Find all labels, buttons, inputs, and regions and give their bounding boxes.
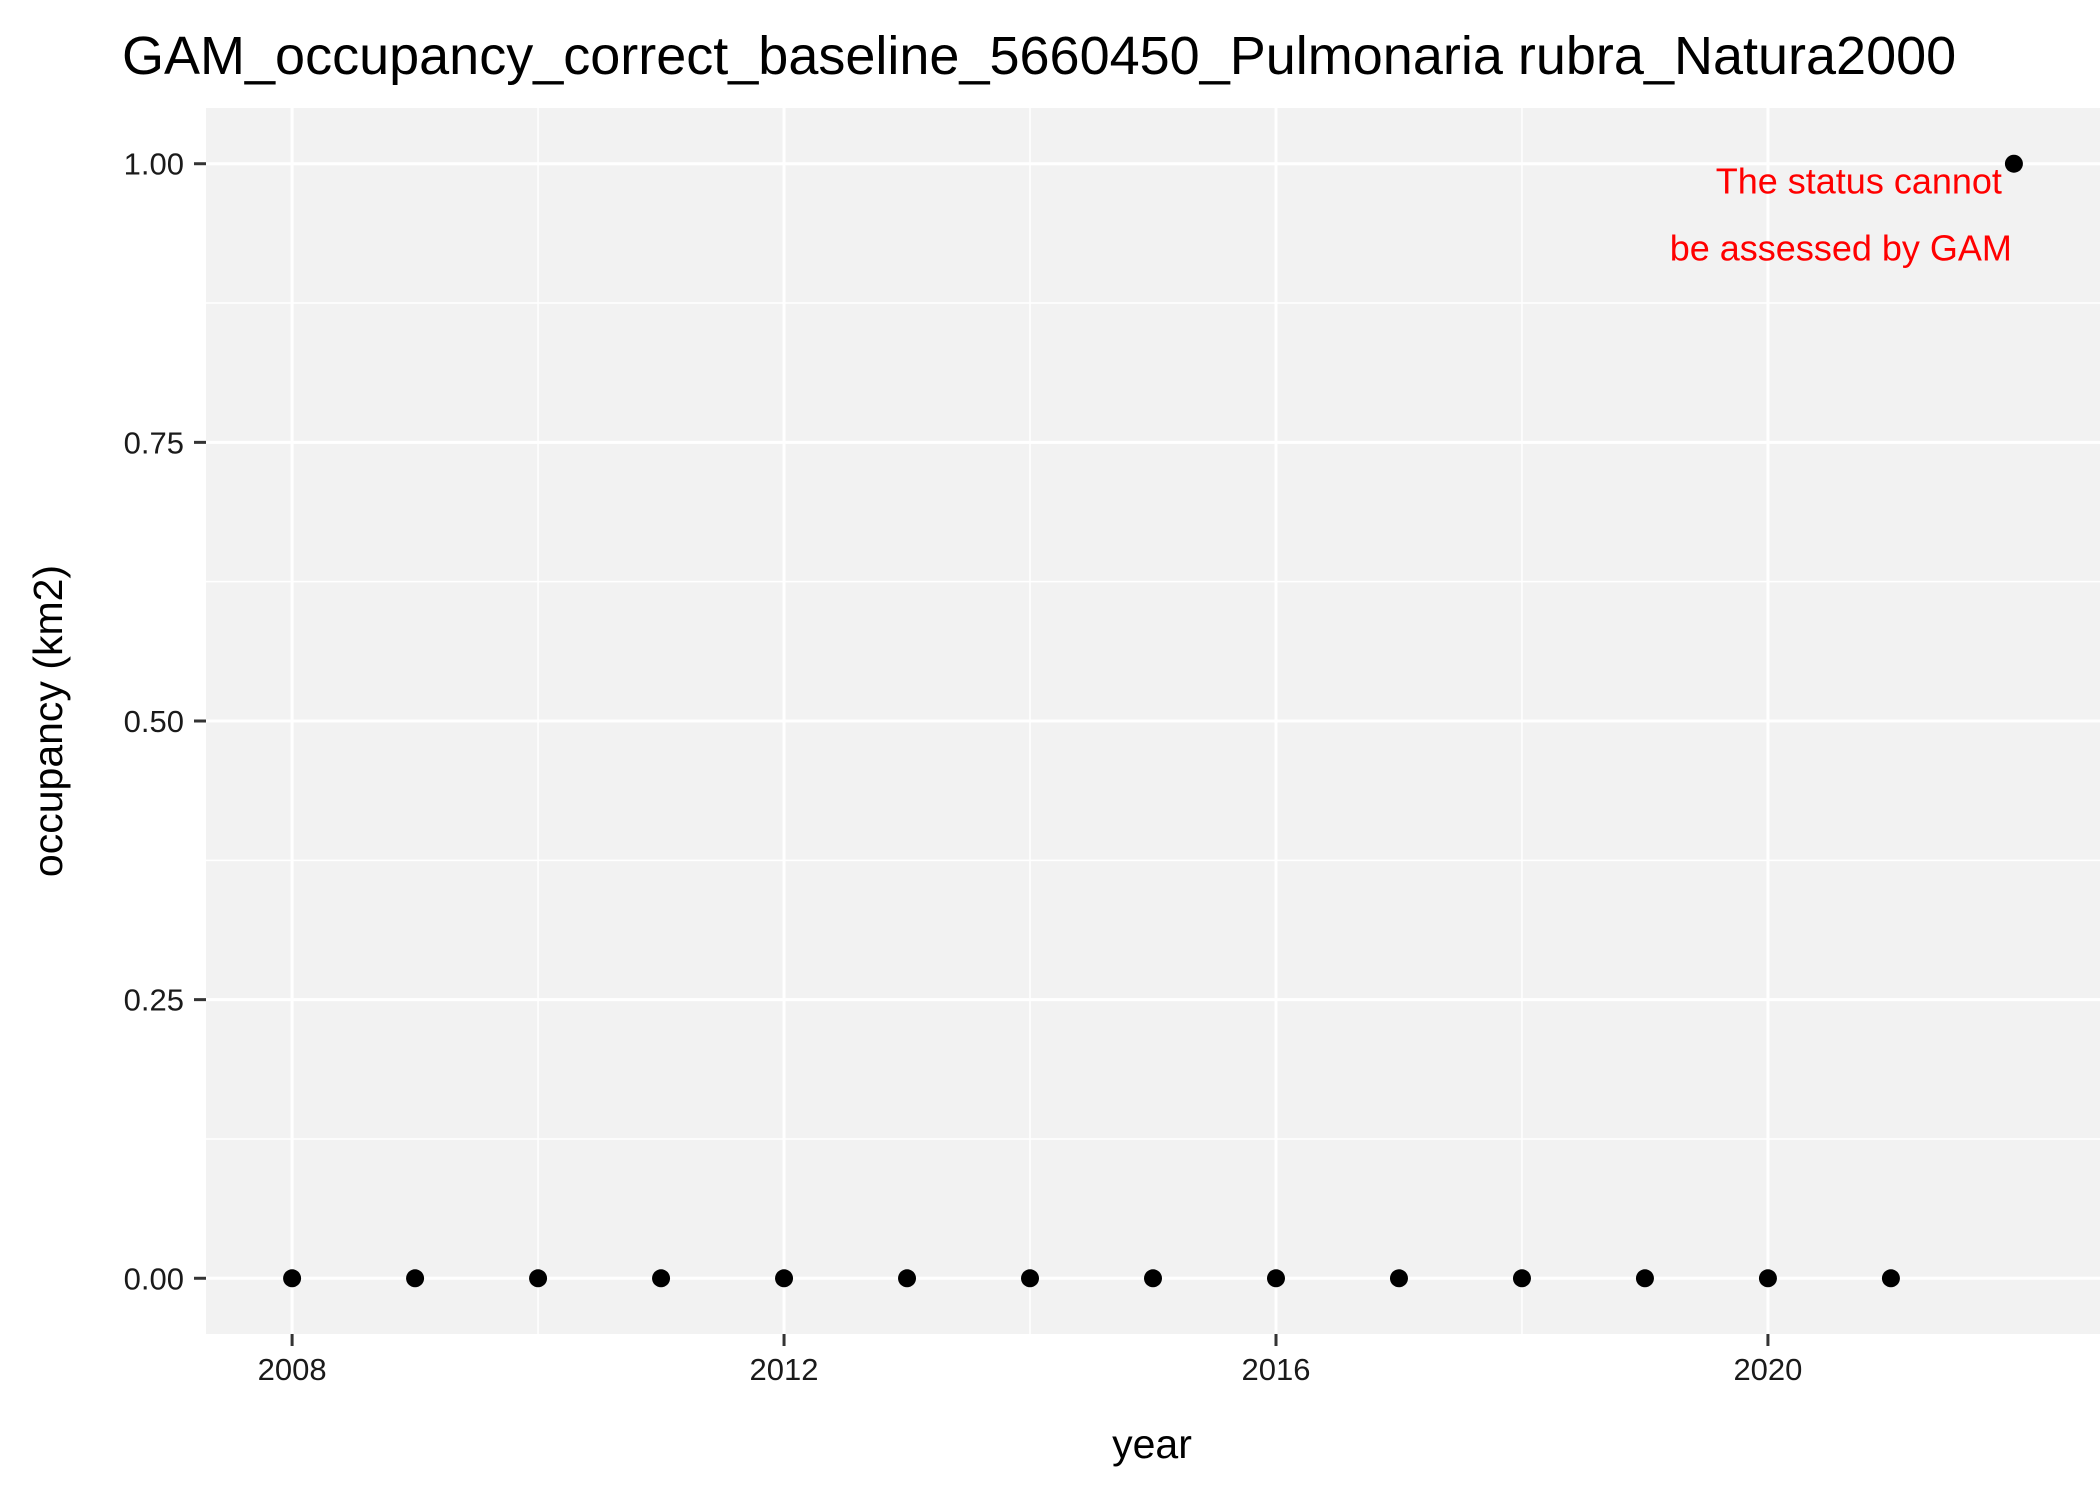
data-point [283,1269,302,1288]
y-axis: 0.00 0.25 0.50 0.75 1.00 [124,147,206,1296]
data-point [1021,1269,1040,1288]
data-point [1881,1269,1900,1288]
data-point [775,1269,794,1288]
data-point [406,1269,425,1288]
data-point [1144,1269,1162,1288]
data-point [1389,1269,1408,1288]
x-tick-label: 2020 [1733,1352,1802,1387]
data-point [1758,1269,1777,1288]
data-point [1266,1269,1285,1288]
x-tick-label: 2012 [750,1352,819,1387]
chart-title: GAM_occupancy_correct_baseline_5660450_P… [122,26,1956,86]
data-point [898,1269,917,1288]
y-tick-label: 0.75 [124,425,184,460]
data-point [1512,1269,1531,1288]
data-point [2004,154,2023,173]
data-point [529,1269,548,1288]
y-tick-label: 0.50 [124,704,184,739]
y-axis-title: occupancy (km2) [25,565,71,877]
x-tick-label: 2008 [258,1352,327,1387]
status-annotation: The status cannot be assessed by GAM [1670,161,2012,269]
y-tick-label: 0.00 [124,1261,184,1296]
data-points [283,154,2023,1288]
x-tick-label: 2016 [1242,1352,1311,1387]
y-tick-label: 0.25 [124,983,184,1018]
x-axis-title: year [1112,1421,1192,1467]
x-axis: 2008 2012 2016 2020 [258,1334,1802,1387]
annotation-line-2: be assessed by GAM [1670,228,2012,269]
data-point [1635,1269,1654,1288]
annotation-line-1: The status cannot [1716,161,2002,202]
y-tick-label: 1.00 [124,147,184,182]
major-gridlines [206,108,2100,1334]
data-point [652,1269,671,1288]
